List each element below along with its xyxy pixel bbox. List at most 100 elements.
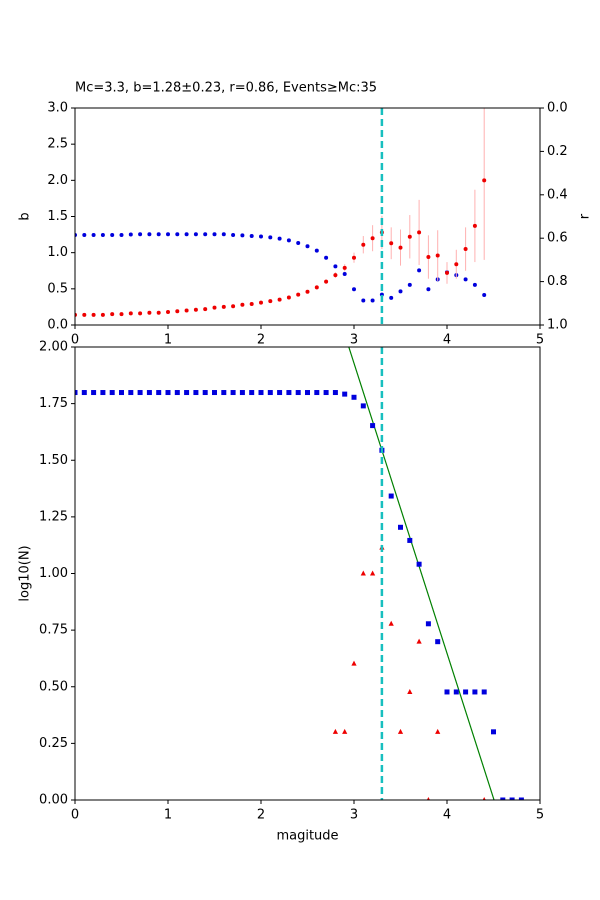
square-marker — [258, 390, 264, 396]
circle-marker — [417, 230, 422, 235]
circle-marker — [231, 304, 236, 309]
square-marker — [100, 390, 106, 396]
circle-marker — [119, 312, 124, 317]
square-marker — [444, 689, 450, 695]
y-tick-label: 1.5 — [47, 209, 68, 224]
circle-marker — [138, 311, 143, 316]
circle-marker — [110, 232, 115, 237]
circle-marker — [128, 311, 133, 316]
square-marker — [425, 621, 431, 627]
y-tick-label: 1.0 — [47, 245, 68, 260]
square-marker — [202, 390, 208, 396]
triangle-marker — [397, 728, 404, 734]
square-marker — [286, 390, 292, 396]
x-tick-label: 2 — [257, 808, 265, 823]
circle-marker — [305, 244, 310, 249]
triangle-marker — [482, 797, 486, 800]
circle-marker — [324, 255, 329, 260]
circle-marker — [166, 309, 170, 314]
circle-marker — [407, 234, 412, 239]
square-marker — [212, 390, 217, 396]
square-marker — [472, 689, 478, 695]
circle-marker — [342, 272, 347, 277]
circle-marker — [426, 255, 431, 260]
x-tick-label: 4 — [443, 333, 451, 348]
circle-marker — [203, 307, 208, 312]
circle-marker — [259, 300, 263, 305]
square-marker — [453, 689, 459, 695]
square-marker — [119, 390, 124, 396]
circle-marker — [324, 279, 329, 284]
circle-marker — [277, 297, 282, 302]
circle-marker — [352, 287, 356, 292]
circle-marker — [240, 233, 245, 238]
circle-marker — [472, 223, 477, 228]
square-marker — [398, 524, 403, 530]
x-axis-label: magitude — [276, 829, 338, 844]
y2-axis-label: r — [578, 213, 593, 219]
circle-marker — [110, 312, 115, 317]
circle-marker — [138, 232, 143, 237]
circle-marker — [286, 238, 291, 243]
circle-marker — [482, 178, 487, 183]
circle-marker — [175, 309, 180, 314]
circle-marker — [268, 299, 273, 304]
circle-marker — [184, 308, 189, 313]
square-marker — [323, 390, 329, 396]
x-tick-label: 1 — [164, 808, 172, 823]
circle-marker — [305, 289, 310, 294]
circle-marker — [184, 232, 189, 237]
circle-marker — [156, 232, 161, 237]
square-marker — [342, 391, 348, 397]
triangle-marker — [435, 728, 441, 734]
circle-marker — [231, 232, 236, 237]
square-marker — [75, 390, 78, 396]
triangle-marker — [388, 620, 394, 626]
circle-marker — [370, 236, 375, 241]
circle-marker — [212, 305, 217, 310]
square-marker — [156, 390, 162, 396]
circle-marker — [333, 273, 338, 278]
square-marker — [137, 390, 143, 396]
fit-line — [348, 347, 495, 800]
circle-marker — [454, 262, 459, 267]
circle-marker — [193, 307, 198, 312]
square-marker — [91, 390, 97, 396]
y-tick-label: 1.75 — [39, 396, 68, 411]
x-tick-label: 0 — [71, 808, 79, 823]
square-marker — [230, 390, 236, 396]
circle-marker — [417, 268, 422, 273]
square-marker — [509, 797, 515, 800]
y-tick-label: 1.50 — [39, 453, 68, 468]
square-marker — [305, 390, 310, 396]
circle-marker — [221, 304, 226, 309]
circle-marker — [407, 282, 412, 287]
square-marker — [221, 390, 227, 396]
square-marker — [518, 797, 524, 800]
y2-tick-label: 0.2 — [547, 144, 568, 159]
square-marker — [360, 403, 366, 409]
circle-marker — [128, 232, 133, 237]
square-marker — [388, 493, 394, 499]
y2-tick-label: 0.8 — [547, 274, 568, 289]
x-tick-label: 5 — [536, 808, 544, 823]
circle-marker — [445, 270, 449, 275]
y-tick-label: 1.25 — [39, 509, 68, 524]
square-marker — [81, 390, 87, 396]
circle-marker — [100, 312, 105, 317]
circle-marker — [352, 255, 356, 260]
circle-marker — [91, 312, 96, 317]
circle-marker — [119, 232, 124, 237]
triangle-marker — [407, 688, 413, 694]
circle-marker — [277, 236, 282, 241]
circle-marker — [82, 232, 87, 237]
triangle-marker — [351, 660, 357, 666]
square-marker — [491, 729, 496, 735]
y-tick-label: 0.0 — [47, 318, 68, 333]
circle-marker — [361, 298, 366, 303]
y-tick-label: 3.0 — [47, 101, 68, 116]
square-marker — [277, 390, 283, 396]
triangle-marker — [416, 638, 422, 644]
square-marker — [184, 390, 190, 396]
circle-marker — [398, 245, 403, 250]
